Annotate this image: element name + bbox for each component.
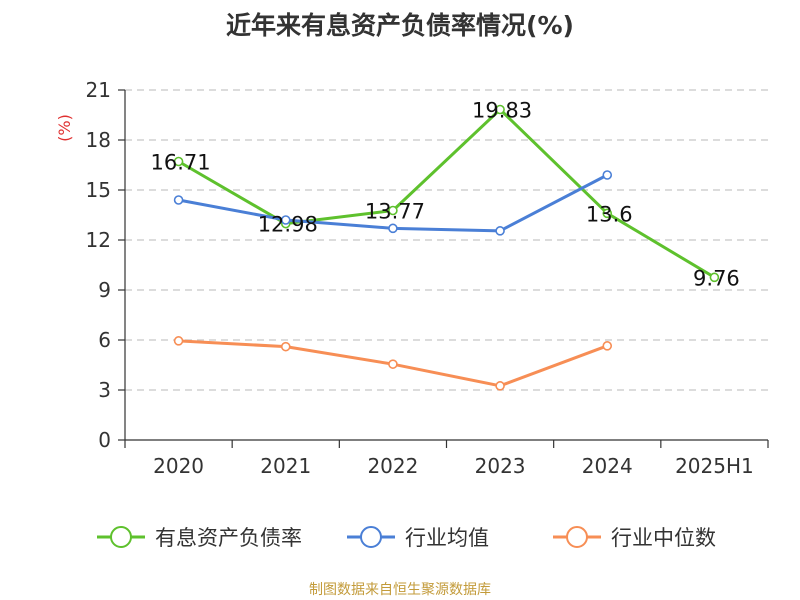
legend-item: 有息资产负债率 xyxy=(97,526,302,550)
data-point xyxy=(388,205,398,216)
data-point xyxy=(602,341,613,351)
data-point xyxy=(173,156,184,167)
y-tick-label: 12 xyxy=(86,228,111,252)
x-tick-label: 2021 xyxy=(260,454,311,478)
legend-item: 行业均值 xyxy=(347,526,489,550)
legend-item: 行业中位数 xyxy=(553,526,716,550)
data-point xyxy=(388,223,398,234)
data-point xyxy=(388,359,398,369)
x-tick-label: 2024 xyxy=(582,454,633,478)
grid-lines xyxy=(125,89,768,391)
y-tick-label: 6 xyxy=(98,328,111,352)
y-tick-label: 0 xyxy=(98,428,111,452)
data-point xyxy=(495,104,505,115)
legend-marker xyxy=(360,526,382,548)
data-point xyxy=(495,381,505,391)
data-point xyxy=(709,272,720,283)
axes: 0 3 6 9 12 15 18 21 2020 2021 2022 2023 2024 2025H1 (%… xyxy=(55,78,769,478)
data-label: 12.98 xyxy=(258,213,318,237)
data-point xyxy=(173,336,184,346)
data-point xyxy=(602,170,613,180)
legend-marker xyxy=(110,526,132,548)
data-label: 13.6 xyxy=(586,202,633,226)
data-point xyxy=(495,226,505,236)
y-tick-label: 21 xyxy=(86,78,111,102)
data-label: 9.76 xyxy=(693,266,740,290)
data-label: 16.71 xyxy=(151,151,211,175)
series-group xyxy=(173,104,720,391)
series-line-0 xyxy=(177,108,716,279)
data-point xyxy=(602,208,613,219)
x-tick-label: 2020 xyxy=(153,454,204,478)
chart-title: 近年来有息资产负债率情况(%) xyxy=(226,11,574,40)
data-point xyxy=(173,195,184,205)
x-tick-label: 2022 xyxy=(367,454,418,478)
legend: 有息资产负债率 行业均值 行业中位数 xyxy=(97,526,716,550)
legend-label: 行业中位数 xyxy=(611,526,716,550)
legend-label: 行业均值 xyxy=(405,526,489,550)
source-note: 制图数据来自恒生聚源数据库 xyxy=(309,582,491,598)
data-label: 13.77 xyxy=(365,200,425,224)
y-axis-label: (%) xyxy=(55,114,74,142)
data-point xyxy=(280,341,291,352)
x-tick-label: 2023 xyxy=(475,454,526,478)
data-point xyxy=(280,215,291,225)
legend-label: 有息资产负债率 xyxy=(155,526,302,550)
data-labels: 16.71 12.98 13.77 19.83 13.6 9.76 xyxy=(151,99,740,291)
y-tick-label: 18 xyxy=(86,128,111,152)
y-tick-label: 15 xyxy=(86,178,111,202)
x-tick-label: 2025H1 xyxy=(675,454,754,478)
y-tick-label: 9 xyxy=(98,278,111,302)
data-label: 19.83 xyxy=(472,99,532,123)
legend-marker xyxy=(566,526,588,548)
y-tick-label: 3 xyxy=(98,378,111,402)
